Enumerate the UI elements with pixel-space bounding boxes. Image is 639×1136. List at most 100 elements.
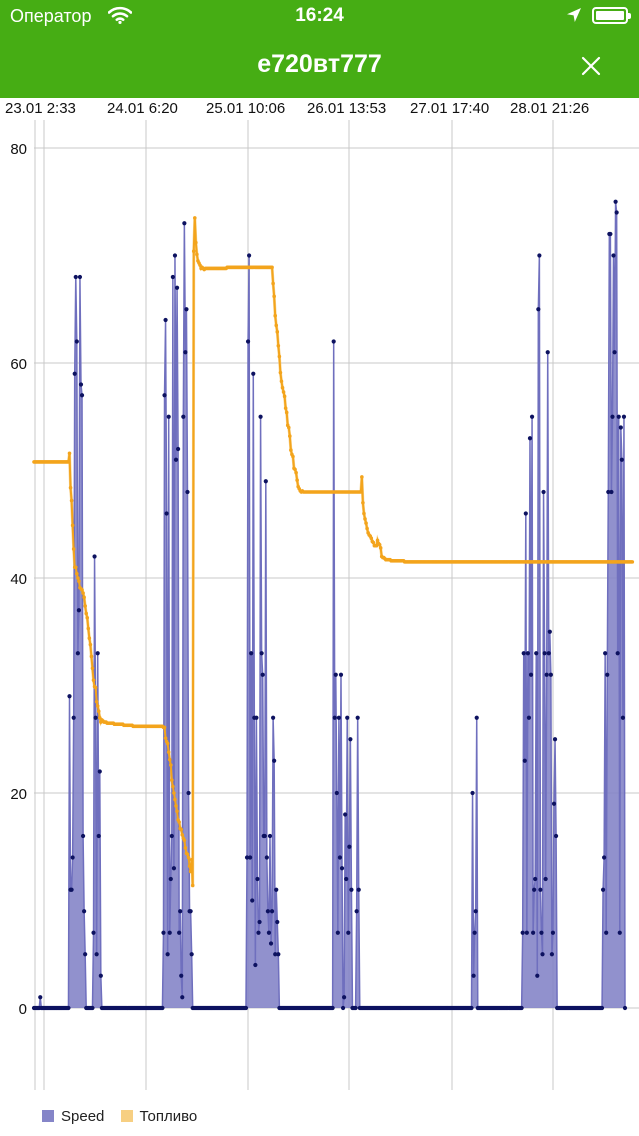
speed-point [347,844,352,849]
fuel-point [294,470,298,475]
speed-point [611,253,616,258]
speed-point [606,489,611,495]
fuel-point [291,454,295,459]
fuel-point [191,249,196,253]
speed-point [541,489,546,495]
speed-point [527,436,533,441]
fuel-point [195,252,199,257]
speed-point [526,715,532,720]
speed-point [170,274,175,280]
speed-point [176,446,181,452]
speed-point [337,855,343,860]
fuel-point [275,330,280,334]
speed-point [345,715,350,720]
speed-point [69,887,74,892]
speed-point [273,952,278,957]
speed-point [258,414,263,419]
speed-point [537,253,542,258]
speed-fuel-chart[interactable]: 0 20 40 60 80 [0,120,639,1095]
speed-point [168,876,173,882]
legend-swatch [120,1110,133,1122]
speed-point [529,414,535,419]
x-tick-label: 24.01 6:20 [107,100,178,117]
fuel-point [281,390,286,394]
fuel-point [93,685,98,690]
speed-point [534,651,539,656]
speed-point [267,833,273,839]
speed-point [343,812,348,817]
fuel-point [85,615,90,620]
fuel-point [172,791,176,795]
location-arrow-icon [567,8,581,22]
fuel-point [371,540,376,545]
close-icon[interactable] [574,49,608,83]
speed-point [173,457,179,462]
fuel-point [73,565,78,570]
speed-point [546,651,551,656]
speed-point [98,973,103,978]
speed-point [162,393,167,398]
speed-point [169,833,174,839]
speed-point [354,909,359,914]
speed-point [335,930,340,935]
speed-point [94,952,99,957]
speed-point [183,350,188,355]
y-tick-label: 80 [10,141,27,158]
fuel-point [190,883,195,888]
fuel-point [88,642,93,647]
speed-point [272,758,277,763]
speed-point [528,672,534,677]
fuel-point [361,500,365,505]
speed-point [474,715,479,720]
fuel-point [167,757,172,762]
speed-point [90,1005,95,1011]
speed-point [331,339,336,344]
speed-point [536,307,541,312]
speed-point [250,898,255,903]
fuel-point [165,741,170,746]
speed-point [161,930,166,935]
speed-point [92,554,97,559]
speed-point [333,672,338,677]
speed-point [266,930,272,935]
speed-point [76,608,81,613]
fuel-point [67,451,72,456]
fuel-point [286,425,291,430]
speed-point [356,887,361,892]
fuel-point [369,536,374,541]
speed-point [174,285,180,290]
speed-point [336,715,341,720]
legend-item-fuel[interactable]: Топливо [120,1108,197,1125]
fuel-point [89,654,94,659]
speed-point [188,909,193,914]
speed-point [179,973,184,978]
legend-item-speed[interactable]: Speed [42,1108,104,1125]
fuel-point [270,265,274,270]
speed-point [620,715,626,720]
clock: 16:24 [295,5,344,26]
y-tick-label: 0 [19,1001,27,1018]
speed-point [532,887,537,892]
fuel-point [295,478,299,482]
fuel-point [187,864,192,868]
speed-point [521,651,526,656]
fuel-point [185,852,190,857]
speed-point [167,930,172,935]
x-axis-labels: 23.01 2:33 24.01 6:20 25.01 10:06 26.01 … [0,98,639,120]
speed-point [524,930,529,935]
speed-point [271,715,276,720]
speed-point [353,1005,358,1011]
fuel-point [168,763,173,767]
speed-point [538,887,543,892]
speed-point [614,210,619,215]
fuel-point [194,240,198,245]
speed-series [31,199,628,1011]
speed-point [471,973,476,978]
speed-point [172,253,178,258]
fuel-point [293,467,297,472]
y-tick-label: 60 [10,356,27,373]
speed-point [165,952,170,957]
speed-point [275,919,280,925]
speed-point [622,1005,628,1011]
speed-point [544,672,549,677]
